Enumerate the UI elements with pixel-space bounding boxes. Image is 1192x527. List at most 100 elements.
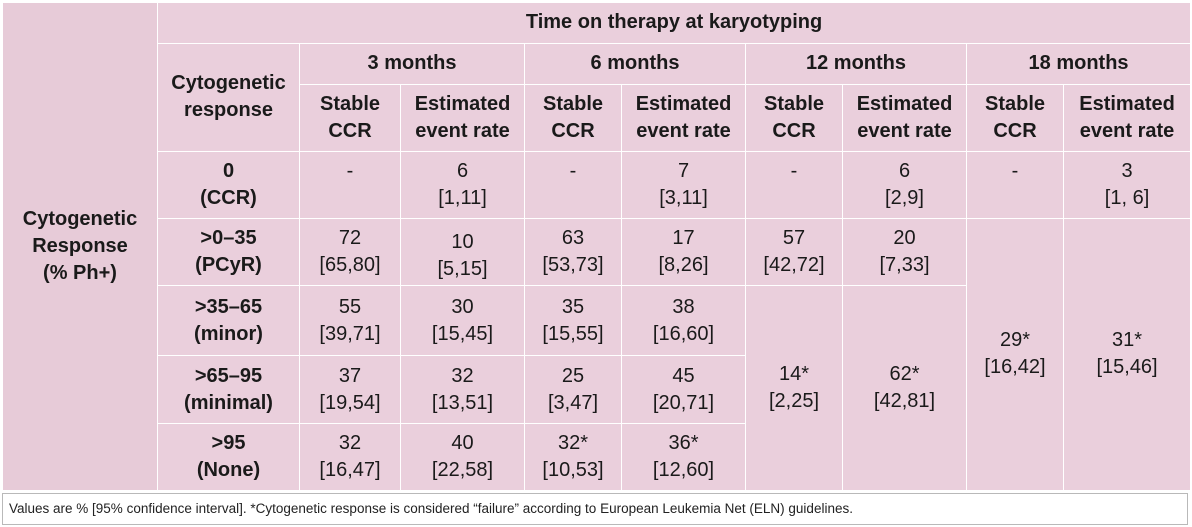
cell-value: 10: [451, 231, 474, 254]
row-label-interval: (PCyR): [195, 254, 262, 277]
cell-interval: [39,71]: [319, 322, 381, 345]
cell-m12-event: 20 [7,33]: [842, 217, 967, 287]
cell-m18-stable: -: [966, 150, 1064, 219]
cell-value: 57: [782, 227, 806, 250]
cell-interval: [7,33]: [879, 254, 930, 277]
cell-m6-event: 17 [8,26]: [621, 217, 746, 287]
cell-value: 32: [451, 364, 474, 387]
cell-value: 35: [561, 295, 585, 318]
cell-value: 17: [672, 227, 695, 250]
cell-m18-event: 3 [1, 6]: [1062, 150, 1192, 219]
row-label-value: >0–35: [200, 227, 257, 250]
cell-m3-stable: -: [299, 150, 401, 219]
cell-value: 45: [672, 364, 695, 387]
cell-value: 40: [451, 431, 474, 454]
cell-m6-stable: 32* [10,53]: [524, 422, 622, 492]
row-label-interval: (CCR): [200, 186, 257, 209]
row-label-interval: (minimal): [184, 391, 273, 414]
cell-m6-stable: 63 [53,73]: [524, 217, 622, 287]
cell-m3-stable: 72 [65,80]: [299, 217, 401, 287]
row-label: >95 (None): [157, 422, 300, 492]
row-label: >65–95 (minimal): [157, 355, 300, 424]
subheader-interval: event rate: [636, 119, 731, 142]
cell-value: 14*: [778, 363, 810, 386]
stable-ccr-header: Stable CCR: [524, 83, 622, 152]
event-rate-header: Estimated event rate: [400, 83, 525, 152]
cell-m6-event: 36* [12,60]: [621, 422, 746, 492]
subheader-value: Estimated: [414, 92, 511, 115]
row-label: >0–35 (PCyR): [157, 217, 300, 287]
cell-value: -: [346, 159, 354, 182]
cell-interval: [15,45]: [431, 322, 494, 345]
subheader-interval: CCR: [328, 119, 372, 142]
subheader-interval: CCR: [993, 119, 1037, 142]
time-header-18m: 18 months: [965, 42, 1192, 85]
cell-value: 31*: [1112, 329, 1143, 352]
cell-m6-event: 7 [3,11]: [621, 150, 746, 219]
cell-interval: [15,46]: [1096, 356, 1158, 379]
cell-m3-event: 6 [1,11]: [400, 150, 525, 219]
cell-value: 38: [672, 295, 695, 318]
cell-m18-event: 31* [15,46]: [1062, 217, 1192, 492]
cell-interval: [13,51]: [431, 391, 494, 414]
subheader-interval: event rate: [415, 119, 510, 142]
subheader-value: Estimated: [635, 92, 732, 115]
cell-interval: [10,53]: [542, 458, 604, 481]
cell-m12-stable: 57 [42,72]: [745, 217, 843, 287]
cell-interval: [42,72]: [763, 254, 825, 277]
response-header-line: response: [184, 99, 273, 122]
cell-value: -: [1011, 159, 1019, 182]
subheader-interval: CCR: [551, 119, 595, 142]
cell-value: 20: [893, 227, 916, 250]
cell-m6-stable: 25 [3,47]: [524, 355, 622, 424]
cell-m12-stable: 14* [2,25]: [745, 285, 843, 491]
row-label-interval: (minor): [194, 322, 263, 345]
cell-interval: [1,11]: [438, 186, 487, 209]
row-label-interval: (None): [196, 458, 261, 481]
cell-interval: [3,11]: [659, 186, 708, 209]
cell-value: -: [790, 159, 798, 182]
cell-interval: [3,47]: [547, 391, 599, 414]
cell-value: 55: [338, 295, 362, 318]
cell-value: 63: [561, 227, 585, 250]
cell-m6-stable: 35 [15,55]: [524, 285, 622, 357]
cell-value: 36*: [668, 431, 699, 454]
cell-interval: [5,15]: [437, 258, 488, 281]
cell-value: 32*: [557, 431, 589, 454]
cell-interval: [19,54]: [319, 391, 381, 414]
subheader-value: Stable: [542, 92, 604, 115]
cell-m3-stable: 55 [39,71]: [299, 285, 401, 357]
time-header-3m: 3 months: [299, 42, 525, 85]
cell-m6-event: 45 [20,71]: [621, 355, 746, 424]
cell-value: 30: [451, 295, 474, 318]
event-rate-header: Estimated event rate: [842, 83, 967, 152]
subheader-value: Stable: [763, 92, 825, 115]
cell-m12-stable: -: [745, 150, 843, 219]
cell-value: 72: [338, 227, 362, 250]
cell-interval: [967, 185, 1063, 212]
cell-value: 6: [898, 159, 911, 182]
cell-m12-event: 62* [42,81]: [842, 285, 967, 491]
cell-value: 7: [677, 159, 690, 182]
cell-m18-stable: 29* [16,42]: [966, 217, 1064, 492]
subheader-interval: CCR: [772, 119, 816, 142]
cell-interval: [1, 6]: [1104, 186, 1150, 209]
response-header-line: Cytogenetic: [171, 72, 286, 95]
cell-m3-stable: 32 [16,47]: [299, 422, 401, 492]
row-label-value: 0: [222, 159, 235, 182]
cell-interval: [2,9]: [885, 186, 924, 209]
subheader-value: Estimated: [856, 92, 953, 115]
cell-m12-event: 6 [2,9]: [842, 150, 967, 219]
cell-m3-event: 30 [15,45]: [400, 285, 525, 357]
stable-ccr-header: Stable CCR: [299, 83, 401, 152]
cell-interval: [42,81]: [873, 390, 936, 413]
row-label: >35–65 (minor): [157, 285, 300, 357]
time-header-12m: 12 months: [745, 42, 967, 85]
event-rate-header: Estimated event rate: [621, 83, 746, 152]
row-label: 0 (CCR): [157, 150, 300, 219]
cell-value: 3: [1121, 159, 1133, 182]
row-label-value: >35–65: [194, 295, 263, 318]
cell-m3-event: 40 [22,58]: [400, 422, 525, 492]
cell-interval: [2,25]: [768, 390, 820, 413]
